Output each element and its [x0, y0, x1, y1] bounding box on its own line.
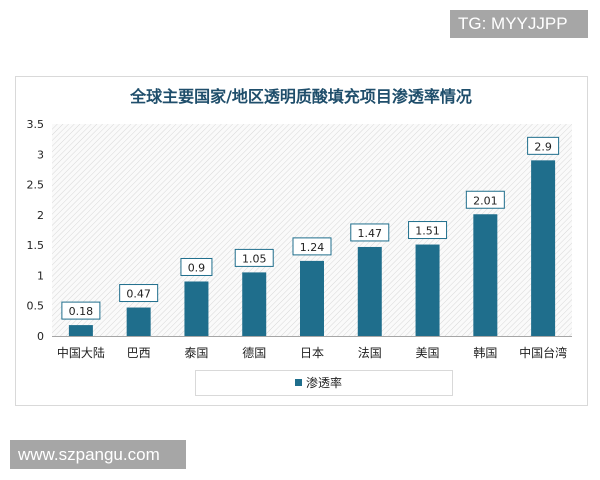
data-label-box [527, 136, 560, 155]
data-label-box [234, 248, 274, 267]
bar [242, 272, 267, 336]
data-label: 2.01 [473, 194, 498, 207]
bar [300, 260, 324, 336]
bar [415, 244, 440, 336]
y-tick-label: 3 [37, 148, 44, 161]
data-label: 1.51 [415, 225, 440, 238]
x-tick-label: 韩国 [473, 345, 497, 360]
data-label: 1.47 [358, 227, 383, 240]
y-tick-label: 3.5 [27, 118, 45, 131]
legend-swatch [295, 379, 302, 386]
x-tick-label: 德国 [242, 345, 266, 360]
data-label: 0.9 [188, 261, 206, 274]
chart-title: 全球主要国家/地区透明质酸填充项目渗透率情况 [129, 87, 472, 106]
x-tick-label: 巴西 [127, 346, 151, 360]
x-tick-label: 日本 [300, 346, 324, 360]
watermark-bottom: www.szpangu.com [10, 440, 186, 469]
legend: 渗透率 [195, 370, 453, 396]
y-tick-label: 0 [37, 330, 44, 343]
y-tick-label: 1 [37, 269, 44, 282]
x-tick-label: 法国 [358, 346, 382, 360]
data-label-box [180, 257, 213, 276]
bar [531, 160, 556, 336]
data-label: 0.18 [69, 305, 94, 318]
x-tick-label: 泰国 [184, 346, 208, 360]
y-tick-label: 2.5 [27, 179, 45, 192]
data-label-box [465, 190, 505, 209]
bar [68, 325, 93, 336]
legend-label: 渗透率 [306, 375, 342, 390]
x-tick-label: 美国 [416, 346, 440, 360]
data-label: 0.47 [126, 288, 151, 301]
data-label-box [408, 221, 448, 240]
y-tick-label: 2 [37, 209, 44, 222]
data-label: 1.24 [300, 241, 325, 254]
data-label-box [61, 301, 101, 320]
x-tick-label: 中国台湾 [519, 345, 567, 360]
y-tick-label: 1.5 [27, 239, 45, 252]
bar [357, 246, 382, 336]
data-label-box [119, 284, 159, 303]
x-tick-label: 中国大陆 [57, 345, 105, 360]
bar [126, 307, 151, 336]
bar [473, 214, 498, 336]
data-label: 1.05 [242, 252, 267, 265]
data-label-box [292, 237, 332, 256]
bar [184, 281, 209, 336]
data-label-box [350, 223, 390, 242]
y-tick-label: 0.5 [27, 300, 45, 313]
data-label: 2.9 [534, 140, 552, 153]
watermark-top: TG: MYYJJPP [450, 10, 588, 38]
